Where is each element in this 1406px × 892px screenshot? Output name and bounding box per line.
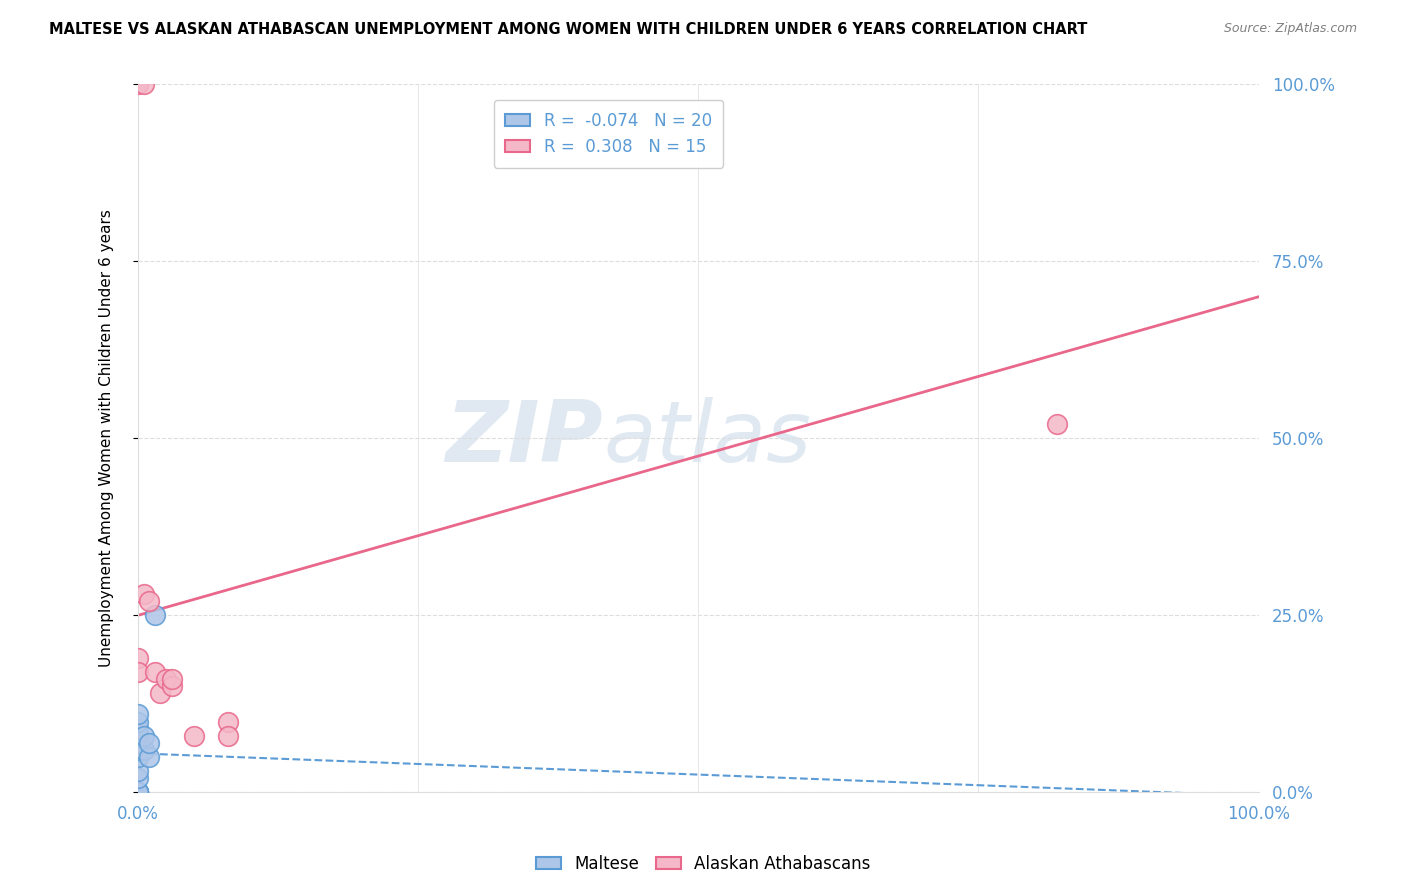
Point — [127, 785, 149, 799]
Point — [127, 722, 149, 736]
Point — [132, 729, 155, 743]
Point — [127, 650, 149, 665]
Legend: Maltese, Alaskan Athabascans: Maltese, Alaskan Athabascans — [529, 848, 877, 880]
Point — [127, 743, 149, 757]
Point — [138, 594, 160, 608]
Point — [132, 78, 155, 92]
Point — [138, 736, 160, 750]
Point — [132, 743, 155, 757]
Point — [160, 679, 183, 693]
Text: MALTESE VS ALASKAN ATHABASCAN UNEMPLOYMENT AMONG WOMEN WITH CHILDREN UNDER 6 YEA: MALTESE VS ALASKAN ATHABASCAN UNEMPLOYME… — [49, 22, 1088, 37]
Point — [217, 714, 239, 729]
Point — [127, 729, 149, 743]
Point — [127, 764, 149, 778]
Text: atlas: atlas — [603, 397, 811, 480]
Point — [127, 707, 149, 722]
Point — [217, 729, 239, 743]
Point — [127, 785, 149, 799]
Point — [127, 785, 149, 799]
Text: Source: ZipAtlas.com: Source: ZipAtlas.com — [1223, 22, 1357, 36]
Point — [143, 608, 166, 623]
Point — [127, 771, 149, 785]
Y-axis label: Unemployment Among Women with Children Under 6 years: Unemployment Among Women with Children U… — [100, 210, 114, 667]
Point — [155, 672, 177, 686]
Point — [143, 665, 166, 679]
Point — [183, 729, 205, 743]
Point — [127, 736, 149, 750]
Point — [1046, 417, 1069, 432]
Point — [127, 78, 149, 92]
Point — [127, 785, 149, 799]
Point — [160, 672, 183, 686]
Point — [138, 750, 160, 764]
Text: ZIP: ZIP — [446, 397, 603, 480]
Point — [127, 736, 149, 750]
Legend: R =  -0.074   N = 20, R =  0.308   N = 15: R = -0.074 N = 20, R = 0.308 N = 15 — [494, 100, 724, 168]
Point — [132, 587, 155, 601]
Point — [127, 785, 149, 799]
Point — [149, 686, 172, 700]
Point — [127, 750, 149, 764]
Point — [127, 665, 149, 679]
Point — [127, 714, 149, 729]
